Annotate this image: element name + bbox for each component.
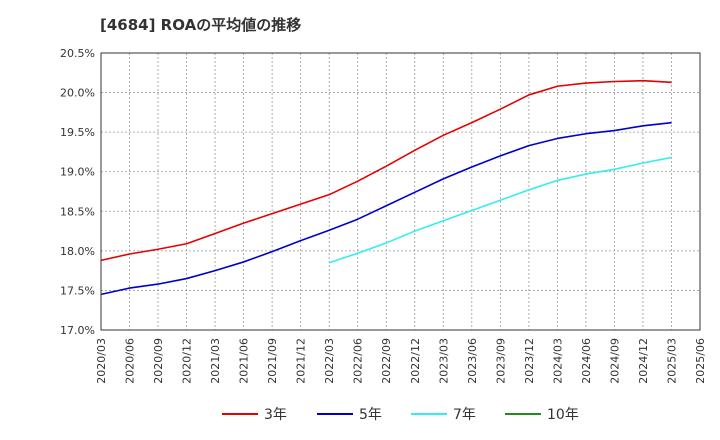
x-tick-label: 2021/06	[238, 338, 251, 384]
x-tick-label: 2020/09	[152, 338, 165, 384]
x-tick-label: 2021/09	[266, 338, 279, 384]
series-line-5年	[100, 121, 672, 296]
series-lines	[100, 79, 672, 296]
x-tick-label: 2025/06	[694, 338, 707, 384]
x-tick-label: 2022/03	[323, 338, 336, 384]
plot-frame	[100, 52, 701, 331]
y-tick-label: 17.5%	[60, 284, 95, 297]
x-tick-label: 2022/06	[352, 338, 365, 384]
x-tick-label: 2023/03	[437, 338, 450, 384]
y-tick-label: 20.0%	[60, 87, 95, 100]
x-tick-label: 2021/03	[209, 338, 222, 384]
x-tick-label: 2020/03	[95, 338, 108, 384]
x-tick-label: 2022/09	[380, 338, 393, 384]
x-tick-label: 2025/03	[665, 338, 678, 384]
x-tick-label: 2023/09	[494, 338, 507, 384]
x-tick-label: 2023/12	[523, 338, 536, 384]
x-tick-label: 2023/06	[466, 338, 479, 384]
y-axis-ticks: 17.0% 17.5% 18.0% 18.5% 19.0% 19.5% 20.0% 20.5%	[60, 47, 95, 337]
x-tick-label: 2020/12	[181, 338, 194, 384]
legend-label: 7年	[453, 407, 476, 423]
y-tick-label: 20.5%	[60, 47, 95, 60]
x-tick-label: 2024/06	[580, 338, 593, 384]
x-axis-ticks: 2020/03 2020/06 2020/09 2020/12 2021/03 2021/…	[95, 338, 707, 384]
chart-title: [4684] ROAの平均値の推移	[100, 16, 302, 34]
legend: 3年 5年 7年 10年	[222, 407, 579, 423]
legend-label: 5年	[359, 407, 382, 423]
x-tick-label: 2024/03	[551, 338, 564, 384]
y-tick-label: 18.0%	[60, 245, 95, 258]
series-line-3年	[100, 79, 672, 262]
y-tick-label: 19.0%	[60, 166, 95, 179]
y-tick-label: 18.5%	[60, 205, 95, 218]
y-tick-label: 19.5%	[60, 126, 95, 139]
y-tick-label: 17.0%	[60, 324, 95, 337]
x-tick-label: 2021/12	[295, 338, 308, 384]
x-tick-label: 2020/06	[124, 338, 137, 384]
legend-label: 3年	[264, 407, 287, 423]
x-tick-label: 2024/12	[637, 338, 650, 384]
x-tick-label: 2024/09	[608, 338, 621, 384]
grid-lines	[101, 53, 700, 330]
x-tick-label: 2022/12	[409, 338, 422, 384]
series-line-7年	[328, 156, 672, 264]
legend-label: 10年	[547, 407, 579, 423]
